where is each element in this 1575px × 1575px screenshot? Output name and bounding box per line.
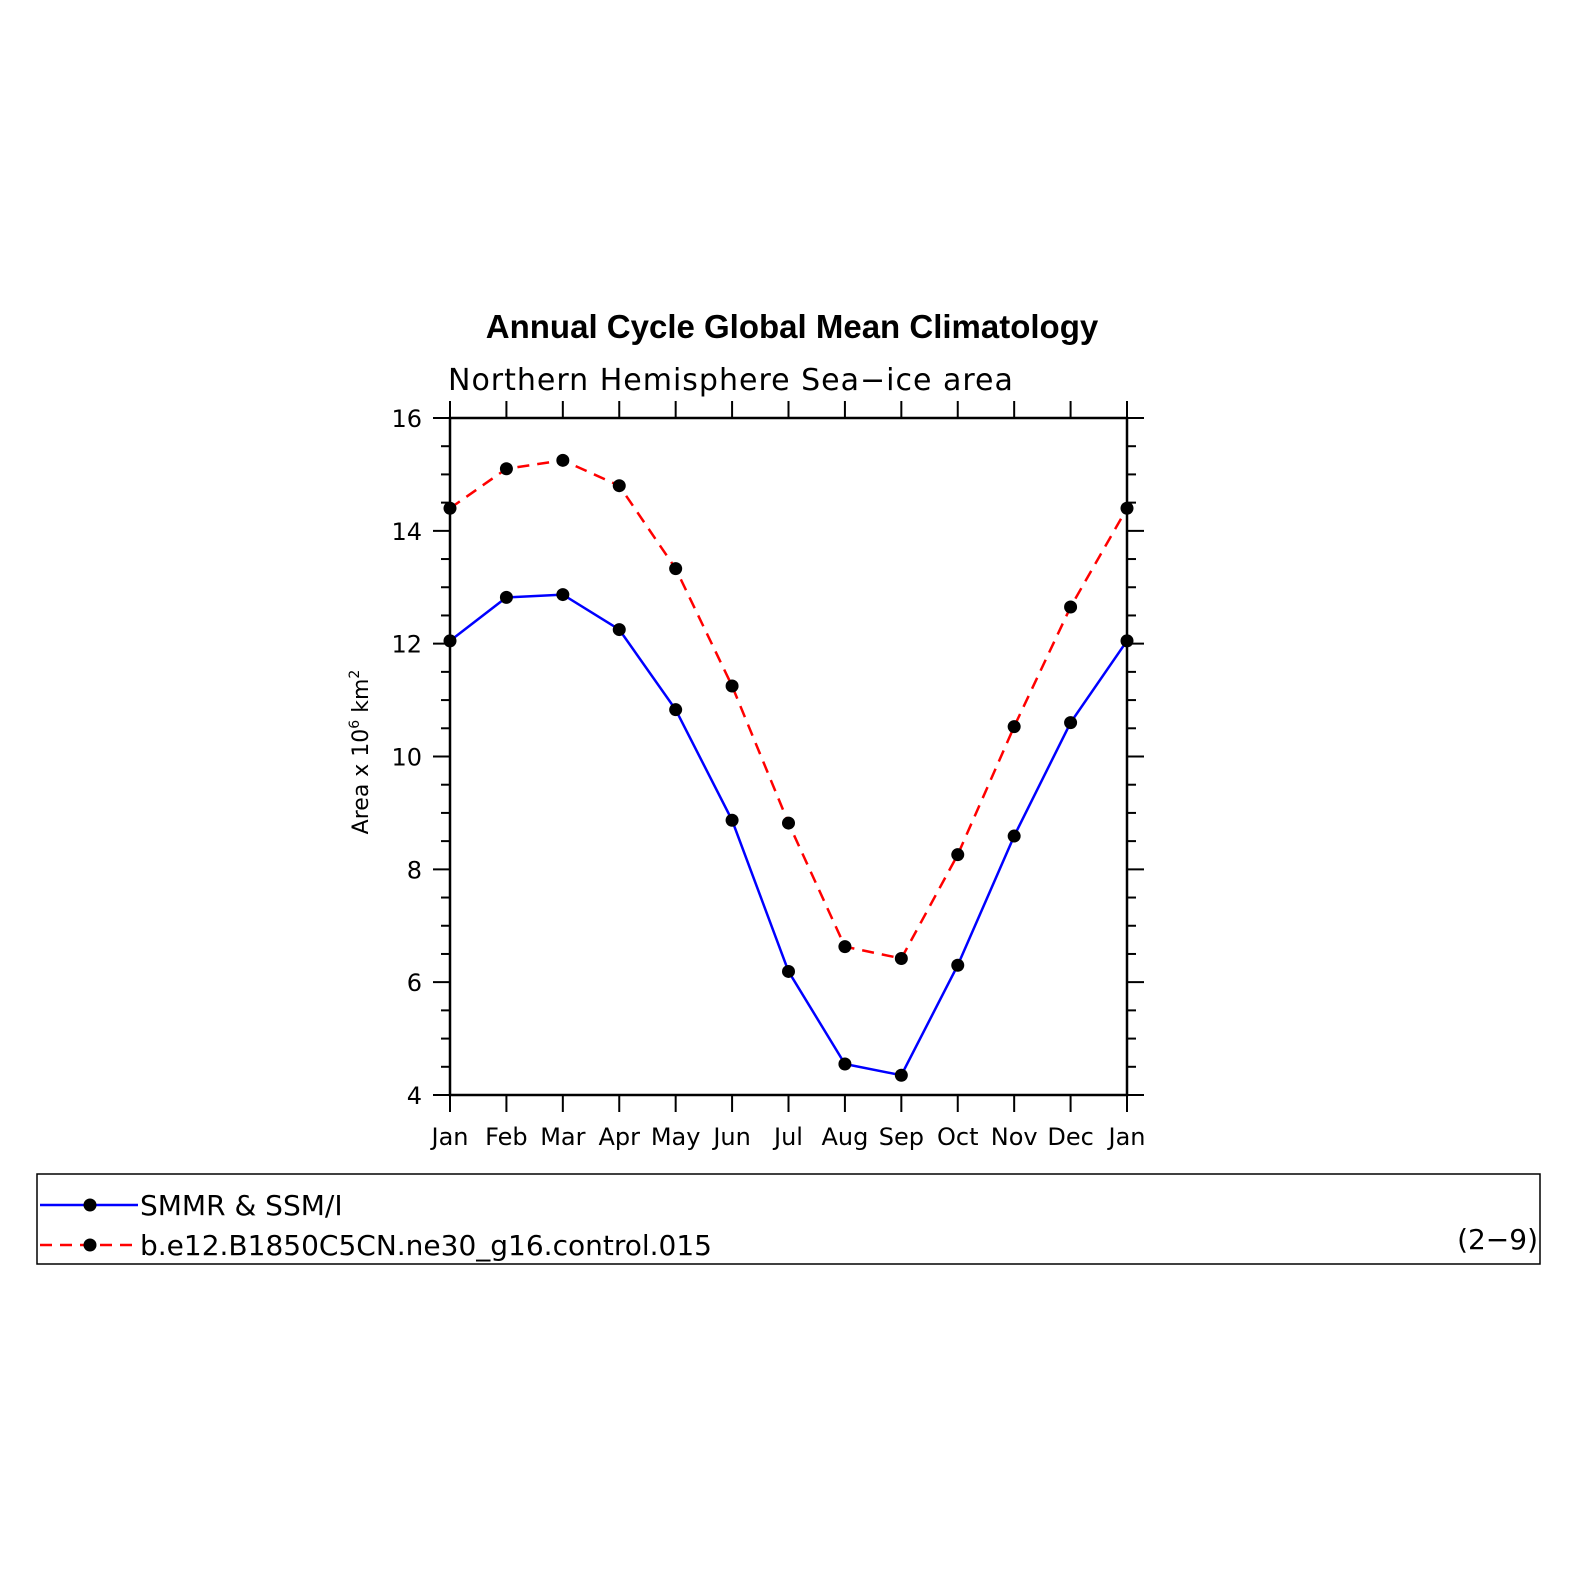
y-tick-label: 16 (391, 405, 422, 433)
series-1-point (951, 958, 965, 972)
y-tick-label: 8 (407, 856, 422, 884)
x-tick-label: Jul (772, 1123, 803, 1151)
series-2-point (894, 951, 908, 965)
series-2-point (1064, 600, 1078, 614)
legend-marker-1 (83, 1198, 97, 1212)
series-2-point (725, 679, 739, 693)
series-line-1 (449, 593, 1129, 1077)
series-1-point (725, 813, 739, 827)
series-1-point (669, 703, 683, 717)
y-axis-tick-labels: 4 6 8 10 12 14 16 (391, 405, 422, 1110)
y-tick-label: 12 (391, 631, 422, 659)
plot-border (448, 416, 1129, 1097)
x-tick-label: Feb (485, 1123, 528, 1151)
legend-label-1: SMMR & SSM/I (140, 1189, 343, 1222)
x-tick-label: Jan (1107, 1123, 1146, 1151)
series-2-point (838, 940, 852, 954)
legend-label-2: b.e12.B1850C5CN.ne30_g16.control.015 (140, 1229, 712, 1262)
series-2-point (1007, 720, 1021, 734)
series-1-point (556, 588, 570, 602)
series-2-point (669, 562, 683, 576)
x-tick-label: Oct (937, 1123, 979, 1151)
y-tick-label: 10 (391, 744, 422, 772)
x-tick-label: Aug (821, 1123, 868, 1151)
x-tick-label: Jan (430, 1123, 469, 1151)
series-line-2 (449, 459, 1129, 960)
series-group (443, 453, 1134, 1082)
series-1-point (612, 623, 626, 637)
chart-title: Annual Cycle Global Mean Climatology (486, 308, 1099, 345)
y-tick-label: 6 (407, 969, 422, 997)
series-1-point (1064, 716, 1078, 730)
y-axis-label-unit: km (349, 679, 374, 720)
series-1-point (782, 964, 795, 978)
series-1-point (1007, 829, 1021, 843)
y-axis-label-exponent: 6 (347, 720, 363, 729)
panel-id-label: (2−9) (1457, 1223, 1538, 1256)
x-tick-label: May (651, 1123, 701, 1151)
x-tick-label: Mar (540, 1123, 585, 1151)
series-2-point (951, 848, 965, 862)
series-2-point (1120, 501, 1134, 515)
x-axis-tick-labels: Jan Feb Mar Apr May Jun Jul Aug Sep Oct Nov Dec Jan (430, 1123, 1146, 1151)
plot-frame (448, 416, 1129, 1097)
y-tick-label: 4 (407, 1082, 422, 1110)
series-1-point (443, 634, 457, 648)
series-2-point (612, 479, 626, 493)
axis-ticks (433, 401, 1144, 1112)
y-axis-label: Area x 106 km2 (347, 670, 374, 835)
x-tick-label: Dec (1047, 1123, 1093, 1151)
x-tick-label: Apr (598, 1123, 640, 1151)
series-1-point (894, 1068, 908, 1082)
legend-box (36, 1173, 1541, 1265)
chart-subtitle: Northern Hemisphere Sea−ice area (448, 363, 1014, 398)
x-tick-label: Jun (711, 1123, 751, 1151)
legend: SMMR & SSM/I b.e12.B1850C5CN.ne30_g16.con… (36, 1173, 1541, 1265)
series-2-point (499, 462, 513, 476)
series-1-point (1120, 634, 1134, 648)
x-tick-label: Sep (879, 1123, 924, 1151)
series-1-point (499, 590, 513, 604)
y-tick-label: 14 (391, 518, 422, 546)
series-2-point (782, 816, 795, 830)
series-2-point (443, 501, 457, 515)
y-axis-label-unit-exponent: 2 (347, 670, 363, 679)
x-tick-label: Nov (991, 1123, 1038, 1151)
series-2-point (556, 453, 570, 467)
y-axis-label-text: Area x 10 (349, 729, 374, 835)
series-1-point (838, 1057, 852, 1071)
legend-marker-2 (83, 1238, 97, 1252)
